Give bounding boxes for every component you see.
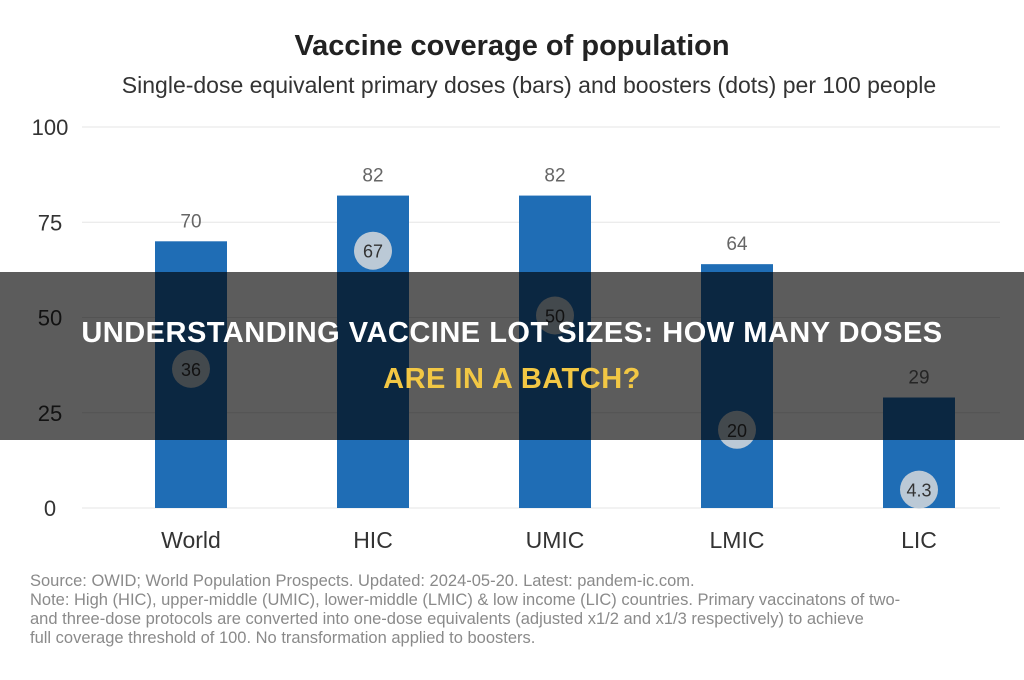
note-line: full coverage threshold of 100. No trans… bbox=[30, 629, 536, 647]
booster-dot: 4.3 bbox=[900, 470, 938, 509]
headline-line-1: UNDERSTANDING VACCINE LOT SIZES: HOW MAN… bbox=[81, 317, 943, 349]
x-tick-label: World bbox=[161, 527, 221, 553]
bar-value-label: 82 bbox=[362, 166, 383, 187]
x-axis-ticks: World HIC UMIC LMIC LIC bbox=[161, 527, 937, 553]
bar-value-label: 64 bbox=[726, 234, 748, 255]
booster-dot-circle bbox=[900, 470, 938, 509]
booster-dot: 67 bbox=[354, 231, 392, 270]
booster-dot-circle bbox=[354, 231, 392, 270]
source-note: Source: OWID; World Population Prospects… bbox=[30, 572, 1024, 648]
x-tick-label: LIC bbox=[901, 527, 937, 553]
bar-value-label: 82 bbox=[544, 166, 565, 187]
chart-title: Vaccine coverage of population bbox=[294, 30, 730, 62]
note-line: and three-dose protocols are converted i… bbox=[30, 610, 864, 628]
y-tick-label: 100 bbox=[32, 115, 69, 140]
x-tick-label: HIC bbox=[353, 527, 393, 553]
headline-line-2: ARE IN A BATCH? bbox=[383, 363, 641, 395]
headline-overlay: UNDERSTANDING VACCINE LOT SIZES: HOW MAN… bbox=[0, 272, 1024, 440]
bar-value-label: 70 bbox=[180, 211, 201, 232]
note-line: Note: High (HIC), upper-middle (UMIC), l… bbox=[30, 591, 901, 609]
chart-subtitle: Single-dose equivalent primary doses (ba… bbox=[121, 72, 937, 98]
y-tick-label: 0 bbox=[44, 496, 56, 521]
source-line: Source: OWID; World Population Prospects… bbox=[30, 572, 695, 590]
booster-dot-label: 67 bbox=[363, 242, 383, 262]
x-tick-label: LMIC bbox=[710, 527, 765, 553]
x-tick-label: UMIC bbox=[526, 527, 585, 553]
booster-dot-label: 4.3 bbox=[906, 481, 931, 501]
y-tick-label: 75 bbox=[38, 210, 62, 235]
